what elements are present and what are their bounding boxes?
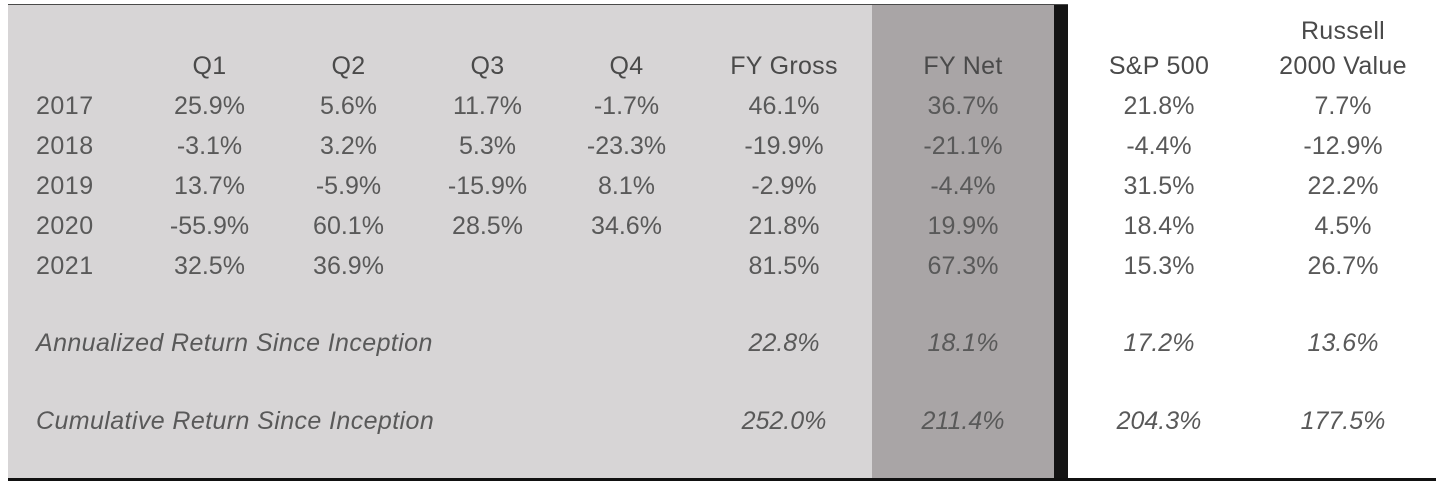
table-row: 2021 32.5% 36.9% 81.5% 67.3% 15.3% 26.7% (8, 246, 1436, 286)
fy-net-cell: 67.3% (927, 251, 999, 280)
q2-cell: 60.1% (313, 211, 384, 240)
header-q2: Q2 (331, 51, 366, 80)
sp500-cell: 18.4% (1123, 211, 1195, 240)
spacer-row (8, 286, 1436, 322)
header-q1: Q1 (192, 51, 227, 80)
header-fy-net: FY Net (923, 51, 1003, 80)
fy-net-column-shade (872, 4, 1054, 478)
fy-gross-cell: 81.5% (748, 251, 820, 280)
q4-cell (557, 246, 696, 286)
fy-net-cell: 36.7% (927, 91, 999, 120)
table-row: 2018 -3.1% 3.2% 5.3% -23.3% -19.9% -21.1… (8, 126, 1436, 166)
q1-cell: 13.7% (174, 171, 245, 200)
cumulative-russell: 177.5% (1300, 406, 1386, 435)
table-row: 2019 13.7% -5.9% -15.9% 8.1% -2.9% -4.4%… (8, 166, 1436, 206)
russell-cell: 26.7% (1307, 251, 1379, 280)
cumulative-return-row: Cumulative Return Since Inception 252.0%… (8, 400, 1436, 442)
annualized-fy-net: 18.1% (927, 328, 999, 357)
year-cell: 2018 (36, 131, 94, 160)
fy-net-cell: -4.4% (930, 171, 996, 200)
fy-gross-cell: 21.8% (748, 211, 820, 240)
q1-cell: 25.9% (174, 91, 245, 120)
cumulative-fy-net: 211.4% (921, 406, 1005, 435)
q3-cell: 11.7% (452, 91, 523, 120)
cumulative-fy-gross: 252.0% (741, 406, 827, 435)
q3-cell: 5.3% (459, 131, 516, 160)
spacer-row (8, 364, 1436, 400)
q1-cell: 32.5% (174, 251, 245, 280)
sp500-cell: -4.4% (1126, 131, 1192, 160)
q2-cell: 5.6% (320, 91, 377, 120)
q2-cell: 3.2% (320, 131, 377, 160)
sp500-cell: 21.8% (1123, 91, 1195, 120)
q3-cell: -15.9% (447, 171, 528, 200)
fy-gross-cell: 46.1% (748, 91, 820, 120)
table-background (8, 4, 872, 478)
header-russell-line1: Russell (1300, 17, 1386, 45)
q4-cell: -1.7% (593, 91, 660, 120)
table-row: 2017 25.9% 5.6% 11.7% -1.7% 46.1% 36.7% … (8, 86, 1436, 126)
year-cell: 2019 (36, 171, 94, 200)
year-cell: 2017 (36, 91, 94, 120)
cumulative-sp500: 204.3% (1116, 406, 1202, 435)
annualized-fy-gross: 22.8% (748, 328, 820, 357)
header-fy-gross: FY Gross (730, 51, 838, 80)
q1-cell: -55.9% (169, 211, 250, 240)
russell-cell: 7.7% (1314, 91, 1372, 120)
q2-cell: -5.9% (315, 171, 382, 200)
year-cell: 2020 (36, 211, 94, 240)
q1-cell: -3.1% (176, 131, 243, 160)
annualized-russell: 13.6% (1307, 328, 1379, 357)
header-q4: Q4 (609, 51, 644, 80)
russell-cell: 4.5% (1314, 211, 1372, 240)
top-rule (8, 4, 1068, 5)
fy-gross-cell: -2.9% (751, 171, 817, 200)
header-q3: Q3 (470, 51, 505, 80)
bottom-rule (8, 478, 1436, 481)
fy-gross-cell: -19.9% (744, 131, 824, 160)
q4-cell: 34.6% (591, 211, 662, 240)
header-russell-line2: 2000 Value (1279, 51, 1407, 80)
sp500-cell: 31.5% (1123, 171, 1195, 200)
russell-cell: 22.2% (1307, 171, 1379, 200)
table-row: 2020 -55.9% 60.1% 28.5% 34.6% 21.8% 19.9… (8, 206, 1436, 246)
returns-table-panel: Russell Q1 Q2 Q3 Q4 FY Gross FY Net S&P … (8, 4, 1436, 481)
q3-cell: 28.5% (452, 211, 523, 240)
cumulative-return-label: Cumulative Return Since Inception (36, 406, 435, 435)
returns-table: Russell Q1 Q2 Q3 Q4 FY Gross FY Net S&P … (8, 4, 1436, 442)
q2-cell: 36.9% (313, 251, 384, 280)
header-row: Q1 Q2 Q3 Q4 FY Gross FY Net S&P 500 2000… (8, 46, 1436, 86)
fy-net-cell: 19.9% (927, 211, 999, 240)
q3-cell (418, 246, 557, 286)
benchmark-divider (1054, 4, 1068, 478)
q4-cell: -23.3% (586, 131, 667, 160)
annualized-sp500: 17.2% (1123, 328, 1195, 357)
fy-net-cell: -21.1% (923, 131, 1003, 160)
header-row-top: Russell (8, 4, 1436, 46)
annualized-return-row: Annualized Return Since Inception 22.8% … (8, 322, 1436, 364)
annualized-return-label: Annualized Return Since Inception (36, 328, 433, 357)
russell-cell: -12.9% (1303, 131, 1383, 160)
year-cell: 2021 (36, 251, 94, 280)
header-sp500: S&P 500 (1108, 51, 1210, 80)
sp500-cell: 15.3% (1123, 251, 1195, 280)
q4-cell: 8.1% (598, 171, 655, 200)
